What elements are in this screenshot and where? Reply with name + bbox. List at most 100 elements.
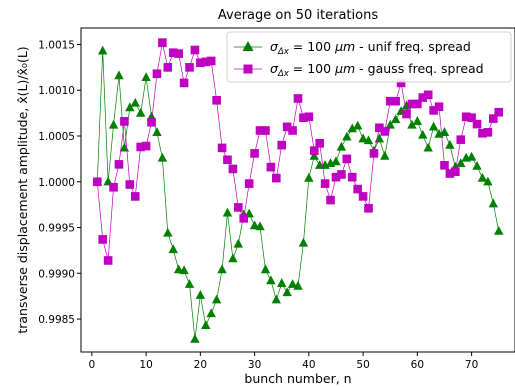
data-point-triangle	[456, 158, 466, 168]
data-point-triangle	[282, 287, 292, 297]
data-point-triangle	[206, 308, 216, 318]
data-point-triangle	[271, 294, 281, 304]
data-point-square	[250, 149, 259, 158]
data-point-triangle	[483, 176, 493, 186]
data-point-triangle	[352, 120, 363, 130]
data-point-triangle	[385, 119, 395, 129]
data-point-square	[201, 57, 211, 67]
legend-sub: Δx	[277, 69, 290, 79]
legend-sub: Δx	[277, 47, 290, 57]
data-point-square	[136, 142, 145, 152]
data-point-square	[309, 146, 319, 155]
legend-eq: = 100	[289, 61, 335, 76]
plot-area	[80, 27, 515, 353]
data-point-square	[266, 162, 276, 172]
data-point-square	[440, 160, 449, 170]
data-point-square	[331, 172, 341, 182]
data-point-triangle	[179, 265, 189, 275]
x-tick-label: 30	[248, 359, 261, 371]
data-point-triangle	[222, 207, 233, 217]
series-line-0	[96, 50, 500, 340]
data-point-triangle	[287, 279, 298, 288]
data-point-triangle	[249, 220, 260, 230]
data-point-square	[423, 90, 433, 100]
data-point-triangle	[173, 264, 184, 274]
data-point-triangle	[130, 97, 140, 107]
data-point-triangle	[407, 119, 417, 129]
data-point-square	[380, 127, 390, 136]
y-tick-label: 0.9990	[38, 268, 75, 280]
data-point-square	[98, 235, 107, 244]
data-point-triangle	[472, 161, 482, 170]
y-tick-label: 1.0000	[38, 177, 75, 189]
data-point-square	[147, 117, 156, 127]
data-point-square	[168, 48, 178, 58]
legend-unit: μm	[334, 61, 355, 76]
data-point-triangle	[125, 102, 135, 112]
data-point-square	[369, 149, 379, 158]
data-point-square	[489, 114, 498, 123]
x-tick-label: 0	[89, 359, 96, 371]
data-point-square	[434, 102, 444, 112]
legend-desc: - gauss freq. spread	[355, 61, 483, 76]
data-point-square	[185, 63, 194, 72]
data-point-square	[288, 126, 297, 135]
data-point-square	[429, 106, 438, 115]
x-tick-label: 10	[139, 359, 152, 371]
data-point-square	[103, 256, 113, 265]
data-point-square	[163, 63, 173, 72]
x-tick-label: 40	[302, 359, 315, 371]
data-point-square	[315, 139, 324, 148]
data-point-triangle	[418, 129, 428, 139]
data-point-square	[413, 99, 422, 109]
data-point-square	[467, 113, 476, 122]
data-point-triangle	[412, 116, 423, 125]
data-point-square	[272, 173, 281, 183]
data-point-square	[125, 180, 135, 189]
data-point-square	[282, 122, 292, 132]
data-point-triangle	[331, 156, 341, 166]
data-point-triangle	[168, 244, 178, 254]
data-point-triangle	[152, 127, 162, 136]
data-point-triangle	[98, 45, 108, 55]
data-point-triangle	[428, 121, 439, 131]
legend-desc: - unif freq. spread	[355, 39, 471, 54]
data-point-square	[304, 112, 314, 122]
data-point-triangle	[217, 264, 227, 274]
data-point-square	[402, 109, 411, 119]
data-point-square	[483, 128, 493, 137]
data-point-square	[196, 58, 205, 68]
plot-frame	[80, 27, 515, 353]
data-point-triangle	[380, 150, 390, 160]
legend-marker-unif	[242, 41, 254, 51]
legend-sigma: σ	[270, 61, 279, 76]
legend-label-unif: σΔx = 100 μm - unif freq. spread	[270, 39, 471, 57]
data-point-square	[255, 126, 265, 135]
data-point-square	[217, 143, 227, 153]
legend-marker-gauss	[243, 64, 253, 74]
legend-box	[226, 31, 512, 83]
data-point-triangle	[466, 151, 477, 161]
data-point-triangle	[108, 119, 119, 129]
data-point-square	[158, 38, 167, 47]
y-tick-label: 0.9995	[38, 223, 75, 235]
data-point-triangle	[293, 280, 303, 290]
data-point-triangle	[277, 278, 287, 287]
data-point-triangle	[163, 227, 173, 237]
data-point-square	[418, 93, 428, 102]
x-tick-label: 60	[411, 359, 424, 371]
legend: σΔx = 100 μm - unif freq. spread σΔx = 1…	[226, 31, 512, 83]
data-point-triangle	[211, 294, 222, 304]
data-point-square	[396, 78, 406, 88]
data-point-triangle	[260, 264, 271, 274]
y-tick-label: 0.9985	[38, 314, 75, 326]
data-point-square	[407, 99, 417, 109]
data-point-square	[472, 119, 482, 129]
x-tick-label: 70	[465, 359, 478, 371]
data-point-triangle	[477, 172, 488, 182]
data-point-square	[445, 169, 455, 178]
data-point-square	[244, 179, 254, 188]
data-point-triangle	[439, 127, 450, 136]
data-point-square	[456, 135, 466, 144]
